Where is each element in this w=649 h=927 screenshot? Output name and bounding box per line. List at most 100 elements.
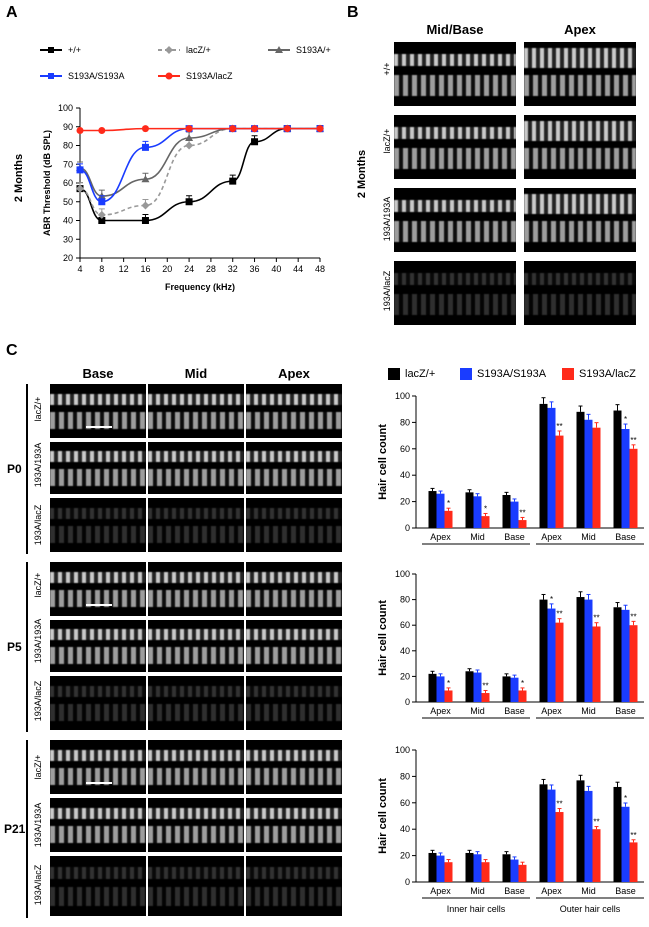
c-legend-label-lacz-het: S193A/lacZ (579, 368, 636, 380)
bar-S193A/S193A-Mid (584, 599, 593, 702)
significance-mark: * (624, 415, 627, 424)
bar-S193A/lacZ-Mid (481, 516, 490, 528)
x-tick-label: Base (615, 532, 636, 542)
bar-S193A/S193A-Mid (473, 672, 482, 702)
hair-cell-chart-p0: 0 20 40 60 80 100 Hair cell count * Apex * Mid ** Ba… (377, 391, 644, 545)
data-point (229, 125, 237, 133)
x-tick-label: Mid (581, 886, 596, 896)
bar-S193A/lacZ-Base (629, 842, 638, 882)
data-point (283, 125, 291, 133)
bar-S193A/lacZ-Mid (592, 427, 601, 528)
y-tick-label: 70 (63, 159, 73, 169)
panel-c-header-mid: Mid (184, 366, 208, 381)
y-tick-label: 20 (63, 253, 73, 263)
significance-mark: ** (630, 831, 636, 840)
y-tick-label: 80 (400, 417, 410, 427)
micrograph-b-wt-apex (524, 42, 636, 106)
y-tick-label: 100 (395, 391, 410, 401)
x-tick-label: 24 (184, 264, 194, 274)
group-label-0: Inner hair cells (447, 904, 506, 914)
significance-mark: ** (482, 681, 488, 690)
x-tick-label: 16 (140, 264, 150, 274)
age-label-p0: P0 (7, 462, 22, 476)
micrograph-c-p21-hom-base (50, 798, 146, 852)
bar-S193A/lacZ-Mid (592, 829, 601, 882)
bar-lacZ/+-Apex (539, 784, 548, 882)
bar-lacZ/+-Apex (539, 403, 548, 528)
micrograph-b-hom-apex (524, 188, 636, 252)
data-point (185, 125, 193, 133)
micrograph-c-p21-hom-mid (148, 798, 244, 852)
bar-S193A/S193A-Base (621, 806, 630, 882)
y-tick-label: 20 (400, 851, 410, 861)
significance-mark: ** (593, 818, 599, 827)
bar-S193A/S193A-Base (621, 429, 630, 528)
c-legend-label-hom: S193A/S193A (477, 368, 547, 380)
x-tick-label: 40 (271, 264, 281, 274)
bar-S193A/lacZ-Apex (555, 622, 564, 702)
data-point (316, 125, 324, 133)
micrograph-c-p21-lacz-het-apex (246, 856, 342, 916)
panel-b-row-group: 2 Months (356, 149, 368, 199)
x-tick-label: Mid (470, 532, 485, 542)
bar-lacZ/+-Mid (465, 671, 474, 702)
y-tick-label: 0 (405, 877, 410, 887)
p21-bracket (26, 740, 28, 918)
bar-lacZ/+-Apex (539, 599, 548, 702)
y-axis-label: ABR Threshold (dB SPL) (42, 130, 52, 236)
scale-bar (86, 782, 112, 784)
y-tick-label: 20 (400, 497, 410, 507)
significance-mark: * (484, 504, 487, 513)
bar-lacZ/+-Mid (465, 852, 474, 882)
series-S193A/+ (76, 124, 324, 200)
micrograph-c-p21-lacz-het-base (50, 856, 146, 916)
y-tick-label: 100 (395, 569, 410, 579)
bar-S193A/lacZ-Apex (555, 812, 564, 882)
significance-mark: ** (630, 612, 636, 621)
bar-S193A/S193A-Apex (547, 407, 556, 528)
micrograph-c-p5-lacz-mid (148, 562, 244, 616)
legend-lacz (158, 46, 180, 54)
bar-lacZ/+-Mid (576, 411, 585, 528)
legend-label-s193a-hom: S193A/S193A (68, 71, 125, 81)
y-tick-label: 20 (400, 671, 410, 681)
bar-S193A/lacZ-Base (518, 520, 527, 528)
x-tick-label: 48 (315, 264, 325, 274)
micrograph-b-lacz-het-apex (524, 261, 636, 325)
x-tick-label: Apex (430, 886, 451, 896)
c-legend-swatch-lacz (388, 368, 400, 380)
bar-lacZ/+-Apex (428, 491, 437, 528)
bar-S193A/S193A-Mid (473, 496, 482, 528)
y-tick-label: 80 (400, 771, 410, 781)
legend-s193a-lacz (158, 72, 180, 80)
bar-S193A/lacZ-Apex (555, 435, 564, 528)
micrograph-b-lacz-het-midbase (394, 261, 516, 325)
bar-S193A/S193A-Base (621, 609, 630, 702)
bar-S193A/lacZ-Base (629, 448, 638, 528)
micrograph-c-p0-lacz-apex (246, 384, 342, 438)
micrograph-b-lacz-apex (524, 115, 636, 179)
scale-bar (86, 604, 112, 606)
panel-c-header-base: Base (82, 366, 114, 381)
data-point (141, 125, 149, 133)
y-tick-label: 40 (63, 216, 73, 226)
y-tick-label: 60 (400, 444, 410, 454)
x-tick-label: Mid (470, 706, 485, 716)
bar-S193A/S193A-Mid (584, 790, 593, 882)
y-tick-label: 0 (405, 523, 410, 533)
micrograph-c-p5-hom-apex (246, 620, 342, 672)
y-tick-label: 90 (63, 122, 73, 132)
x-tick-label: 20 (162, 264, 172, 274)
y-tick-label: 40 (400, 824, 410, 834)
y-axis-label: Hair cell count (377, 424, 389, 500)
x-tick-label: Apex (430, 532, 451, 542)
bar-lacZ/+-Apex (428, 673, 437, 702)
bar-lacZ/+-Base (502, 854, 511, 882)
micrograph-c-p21-hom-apex (246, 798, 342, 852)
micrograph-c-p21-lacz-base (50, 740, 146, 794)
bar-S193A/lacZ-Base (518, 864, 527, 882)
panel-b-row-lacz: lacZ/+ (382, 128, 392, 154)
p5-bracket (26, 562, 28, 732)
c-p21-row-lacz-het: 193A/lacZ (33, 864, 43, 906)
